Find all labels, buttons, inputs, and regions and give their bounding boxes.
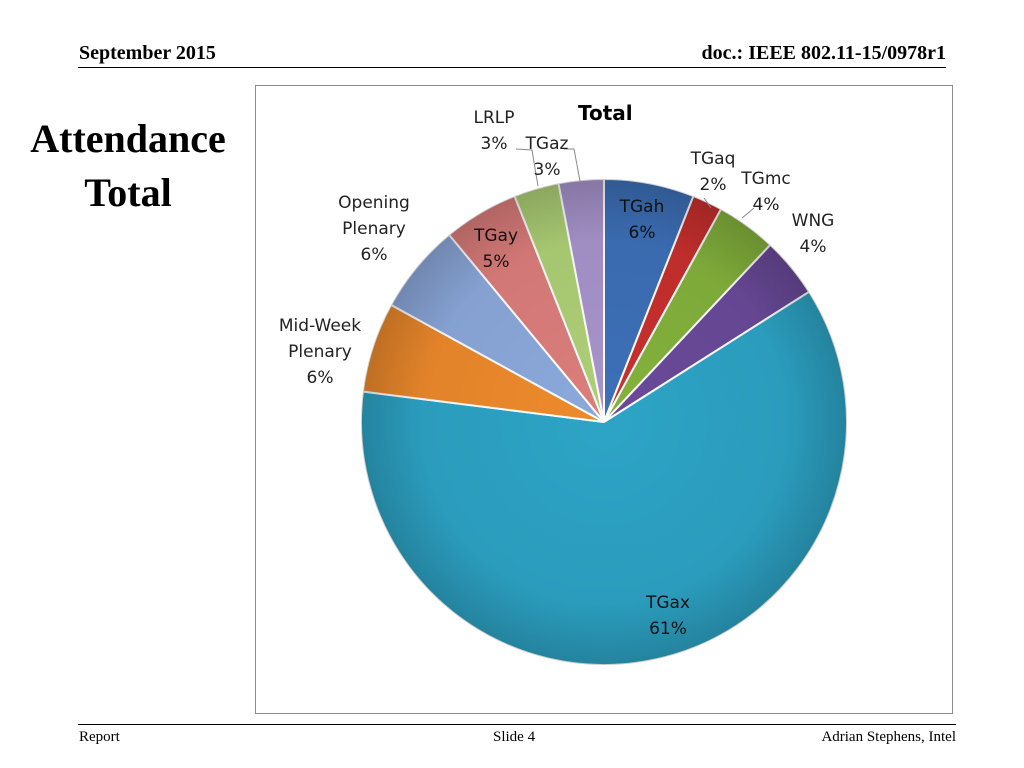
leader-line-tgaq (703, 197, 712, 209)
slice-label-line: 4% (753, 195, 780, 215)
slice-label-line: TGaz (525, 134, 569, 154)
footer-author: Adrian Stephens, Intel (821, 729, 956, 745)
slice-label-line: 6% (629, 223, 656, 243)
slice-label-line: TGay (473, 226, 518, 246)
slice-label-tgmc: TGmc 4% (740, 169, 790, 215)
slice-label-line: LRLP (473, 108, 514, 128)
slice-label-line: TGmc (740, 169, 790, 189)
slice-label-line: 6% (361, 245, 388, 265)
slice-label-tgah: TGah 6% (619, 197, 665, 243)
slice-label-line: Opening (338, 193, 410, 213)
slice-label-wng: WNG 4% (792, 211, 835, 257)
slice-label-line: Plenary (342, 219, 406, 239)
pie-chart: Total TGah 6% TGaq 2% TGmc 4% WNG 4% TGax 61% Mid-… (279, 101, 848, 666)
chart-frame: Total TGah 6% TGaq 2% TGmc 4% WNG 4% TGax 61% Mid-… (255, 85, 953, 714)
slice-label-tgax: TGax 61% (645, 593, 690, 639)
slice-label-line: 3% (534, 160, 561, 180)
slice-label-line: Plenary (288, 342, 352, 362)
header-date: September 2015 (79, 42, 216, 64)
slice-label-lrlp: LRLP 3% (473, 108, 514, 154)
chart-title: Total (578, 101, 633, 125)
slice-label-tgay: TGay 5% (473, 226, 518, 272)
header-divider (78, 67, 946, 68)
leader-line-lrlp (515, 148, 539, 187)
slice-label-tgaz: TGaz 3% (525, 134, 569, 180)
slice-label-line: 4% (800, 237, 827, 257)
slide-title: Attendance Total (0, 112, 256, 220)
slice-label-opening-plenary: Opening Plenary 6% (338, 193, 410, 265)
footer-slide-number: Slide 4 (493, 729, 536, 745)
slide-title-line-2: Total (84, 170, 172, 215)
slice-label-line: TGax (645, 593, 690, 613)
slice-label-mid-week-plenary: Mid-Week Plenary 6% (279, 316, 361, 388)
slice-labels: TGah 6% TGaq 2% TGmc 4% WNG 4% TGax 61% Mid-Week Pl… (279, 108, 834, 639)
header-doc-id: doc.: IEEE 802.11-15/0978r1 (701, 42, 946, 64)
slice-label-line: WNG (792, 211, 835, 231)
slice-label-line: TGah (619, 197, 665, 217)
leader-line-tgaz (564, 148, 581, 182)
slice-label-line: 3% (481, 134, 508, 154)
leader-line-tgmc (741, 207, 755, 219)
slice-label-line: 61% (649, 619, 687, 639)
leader-lines (515, 148, 755, 219)
slice-label-line: TGaq (690, 149, 736, 169)
pie-slices (360, 177, 848, 666)
slice-label-line: 5% (483, 252, 510, 272)
slice-label-line: 2% (700, 175, 727, 195)
footer-divider (78, 724, 956, 725)
slice-label-line: Mid-Week (279, 316, 361, 336)
slice-label-line: 6% (307, 368, 334, 388)
slice-label-tgaq: TGaq 2% (690, 149, 736, 195)
footer-left: Report (79, 729, 120, 745)
slide-title-line-1: Attendance (30, 116, 226, 161)
